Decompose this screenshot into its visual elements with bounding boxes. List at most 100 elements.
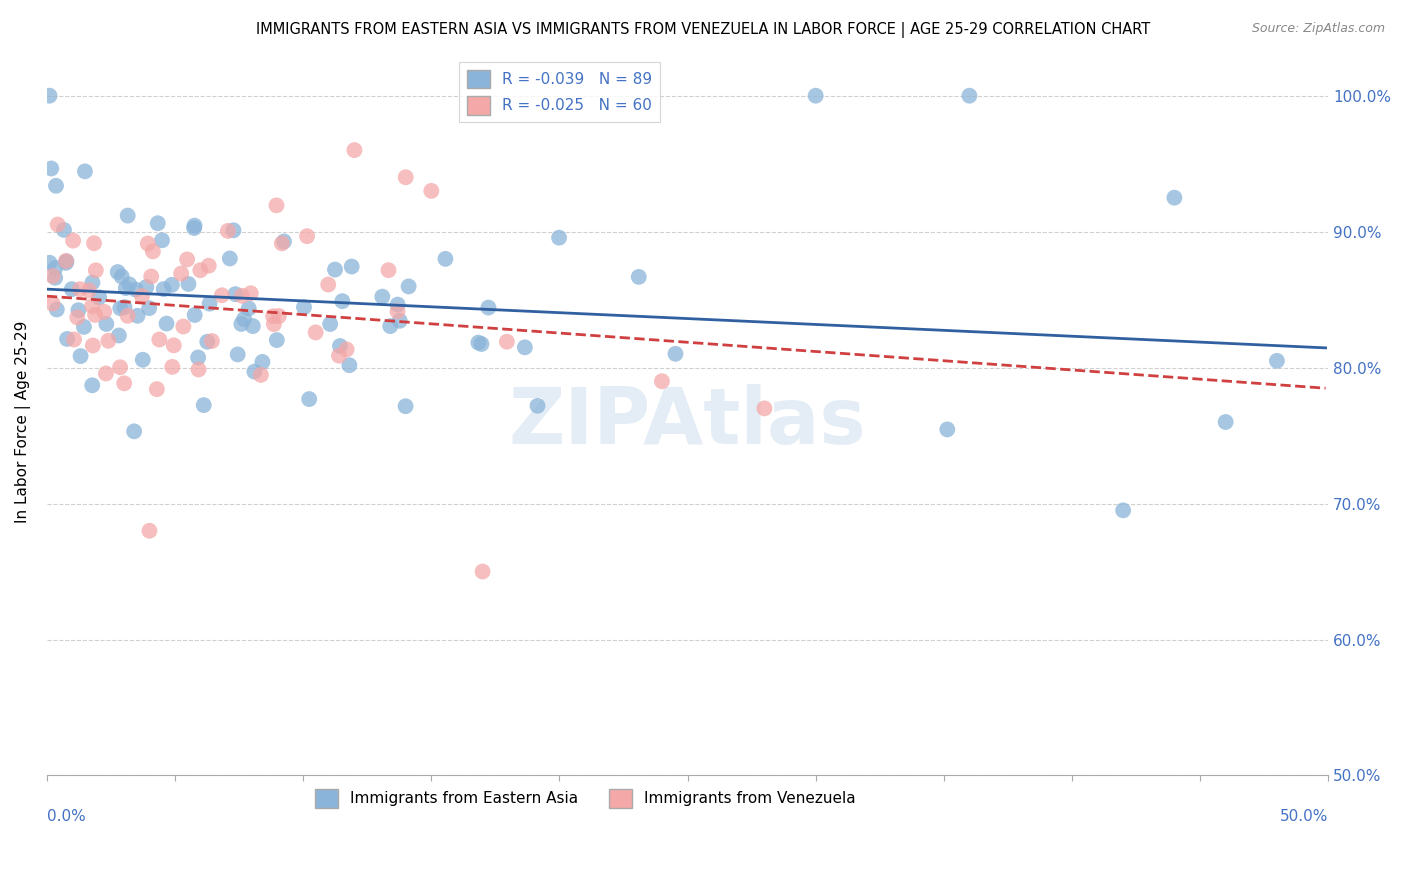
Point [82, 338, 104, 352]
Point [548, 230, 571, 244]
Point [250, 368, 273, 382]
Point [66, 310, 89, 325]
Point [266, 198, 288, 212]
Point [183, 219, 205, 233]
Point [242, 319, 264, 334]
Point [107, 265, 129, 279]
Point [41, 268, 63, 283]
Point [82, 299, 104, 313]
Point [170, 267, 193, 281]
Point [651, 374, 673, 388]
Point [305, 326, 328, 340]
Point [211, 288, 233, 302]
Point [53, 223, 76, 237]
Point [266, 333, 288, 347]
Point [195, 334, 218, 349]
Point [146, 216, 169, 230]
Point [664, 347, 686, 361]
Point [55, 256, 77, 270]
Point [46, 218, 69, 232]
Point [936, 422, 959, 436]
Point [77, 284, 100, 298]
Point [89, 290, 111, 304]
Point [197, 259, 219, 273]
Point [231, 289, 253, 303]
Point [201, 334, 224, 348]
Point [44, 270, 66, 285]
Point [340, 260, 363, 274]
Point [371, 290, 394, 304]
Point [377, 263, 399, 277]
Point [224, 287, 246, 301]
Point [45, 178, 67, 193]
Point [330, 294, 353, 309]
Point [38, 256, 60, 270]
Point [239, 286, 262, 301]
Point [82, 378, 104, 392]
Point [193, 398, 215, 412]
Point [198, 296, 221, 310]
Point [146, 382, 169, 396]
Point [434, 252, 457, 266]
Point [177, 277, 200, 291]
Point [136, 236, 159, 251]
Point [155, 317, 177, 331]
Point [343, 143, 366, 157]
Point [231, 317, 253, 331]
Point [97, 334, 120, 348]
Point [270, 236, 292, 251]
Point [292, 300, 315, 314]
Point [162, 359, 184, 374]
Point [238, 301, 260, 316]
Point [470, 337, 492, 351]
Point [339, 358, 361, 372]
Y-axis label: In Labor Force | Age 25-29: In Labor Force | Age 25-29 [15, 321, 31, 524]
Point [1112, 503, 1135, 517]
Point [108, 360, 131, 375]
Point [117, 309, 139, 323]
Point [83, 236, 105, 251]
Point [82, 276, 104, 290]
Point [63, 333, 86, 347]
Point [187, 351, 209, 365]
Text: ZIPAtlas: ZIPAtlas [509, 384, 866, 460]
Point [60, 282, 83, 296]
Point [163, 338, 186, 352]
Point [114, 300, 136, 314]
Point [217, 224, 239, 238]
Point [1215, 415, 1237, 429]
Point [262, 310, 284, 324]
Point [110, 301, 132, 316]
Point [96, 317, 118, 331]
Point [226, 347, 249, 361]
Point [131, 289, 153, 303]
Point [398, 279, 420, 293]
Point [150, 233, 173, 247]
Point [394, 399, 416, 413]
Point [112, 376, 135, 391]
Point [73, 319, 96, 334]
Point [336, 343, 359, 357]
Point [188, 263, 211, 277]
Point [420, 184, 443, 198]
Point [218, 252, 240, 266]
Point [295, 229, 318, 244]
Point [94, 367, 117, 381]
Point [233, 312, 256, 326]
Point [754, 401, 776, 416]
Point [41, 296, 63, 310]
Point [329, 339, 352, 353]
Point [45, 302, 67, 317]
Point [138, 301, 160, 315]
Point [55, 254, 77, 268]
Point [183, 308, 205, 322]
Point [141, 269, 163, 284]
Point [495, 334, 517, 349]
Point [84, 263, 107, 277]
Point [627, 269, 650, 284]
Point [387, 304, 409, 318]
Point [84, 308, 107, 322]
Point [804, 88, 827, 103]
Point [114, 281, 136, 295]
Point [122, 425, 145, 439]
